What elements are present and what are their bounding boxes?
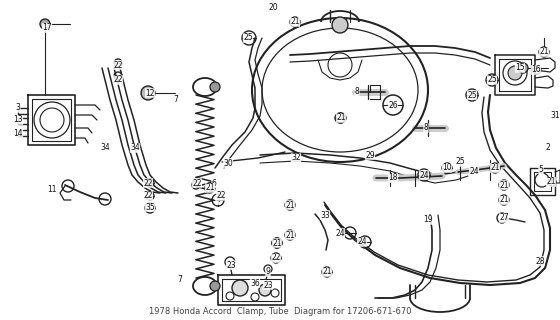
Text: 22: 22 xyxy=(216,191,226,201)
Text: 18: 18 xyxy=(388,173,398,182)
Text: 22: 22 xyxy=(192,179,202,188)
Text: 21: 21 xyxy=(490,164,500,172)
Text: 20: 20 xyxy=(268,4,278,12)
Text: 8: 8 xyxy=(354,87,360,97)
Text: 22: 22 xyxy=(143,179,153,188)
Text: 17: 17 xyxy=(42,23,52,33)
Text: 33: 33 xyxy=(320,211,330,220)
Text: 25: 25 xyxy=(243,34,253,43)
Circle shape xyxy=(210,281,220,291)
Text: 12: 12 xyxy=(145,89,155,98)
Text: 3: 3 xyxy=(16,103,20,113)
Text: 21: 21 xyxy=(290,18,300,27)
Text: 34: 34 xyxy=(130,143,140,153)
Text: 24: 24 xyxy=(419,171,429,180)
Text: 7: 7 xyxy=(174,95,179,105)
Text: 21: 21 xyxy=(272,238,282,247)
Text: 21: 21 xyxy=(285,230,295,239)
Text: 24: 24 xyxy=(357,237,367,246)
Text: 24: 24 xyxy=(469,167,479,177)
Circle shape xyxy=(259,284,271,296)
Text: 22: 22 xyxy=(271,253,281,262)
Text: 25: 25 xyxy=(455,157,465,166)
Circle shape xyxy=(518,63,528,73)
Circle shape xyxy=(40,19,50,29)
Text: 35: 35 xyxy=(145,203,155,212)
Text: 36: 36 xyxy=(250,278,260,287)
Text: 21: 21 xyxy=(546,178,556,187)
Text: 6: 6 xyxy=(212,179,216,188)
Circle shape xyxy=(210,82,220,92)
Text: 19: 19 xyxy=(423,215,433,225)
Text: 7: 7 xyxy=(178,276,183,284)
Text: 4: 4 xyxy=(216,196,221,204)
Text: 22: 22 xyxy=(143,191,153,201)
Text: 9: 9 xyxy=(265,268,270,276)
Text: 27: 27 xyxy=(499,213,509,222)
Text: 5: 5 xyxy=(539,165,543,174)
Text: 14: 14 xyxy=(13,129,23,138)
Circle shape xyxy=(232,280,248,296)
Text: 21: 21 xyxy=(322,268,332,276)
Text: 24: 24 xyxy=(335,228,345,237)
Circle shape xyxy=(141,86,155,100)
Text: 11: 11 xyxy=(47,186,57,195)
Text: 29: 29 xyxy=(365,150,375,159)
Text: 16: 16 xyxy=(531,66,541,75)
Text: 26: 26 xyxy=(388,100,398,109)
Text: 8: 8 xyxy=(423,124,428,132)
Text: 21: 21 xyxy=(336,114,346,123)
Text: 21: 21 xyxy=(539,47,549,57)
Circle shape xyxy=(332,17,348,33)
Text: 10: 10 xyxy=(442,164,452,172)
Text: 2: 2 xyxy=(545,143,550,153)
Text: 22: 22 xyxy=(113,76,123,84)
Text: 13: 13 xyxy=(13,116,23,124)
Text: 15: 15 xyxy=(515,63,525,73)
Text: 28: 28 xyxy=(535,257,545,266)
Text: 21: 21 xyxy=(500,180,508,189)
Text: 32: 32 xyxy=(291,154,301,163)
Text: 25: 25 xyxy=(487,76,497,84)
Text: 23: 23 xyxy=(263,281,273,290)
Text: 21: 21 xyxy=(500,196,508,204)
Text: 31: 31 xyxy=(550,110,560,119)
Text: 30: 30 xyxy=(223,158,233,167)
Text: 21: 21 xyxy=(285,201,295,210)
Text: 21: 21 xyxy=(206,183,214,193)
Text: 22: 22 xyxy=(113,60,123,69)
Circle shape xyxy=(508,66,522,80)
Text: 34: 34 xyxy=(100,143,110,153)
Text: 25: 25 xyxy=(467,91,477,100)
Text: 23: 23 xyxy=(226,260,236,269)
Text: 1978 Honda Accord  Clamp, Tube  Diagram for 17206-671-670: 1978 Honda Accord Clamp, Tube Diagram fo… xyxy=(149,308,411,316)
